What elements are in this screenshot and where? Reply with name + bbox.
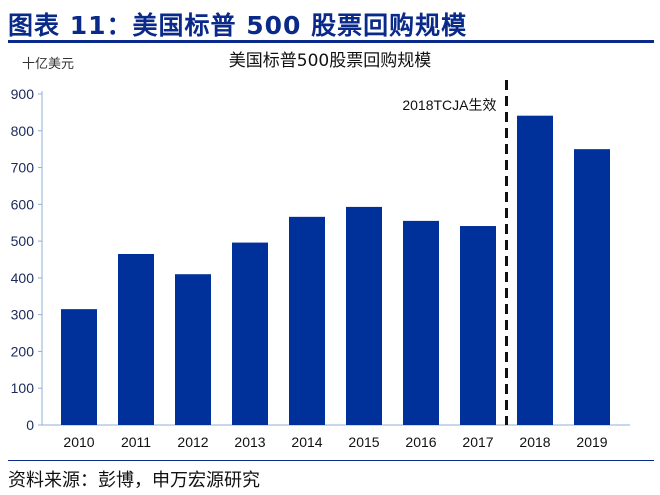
x-tick-label: 2016 (405, 434, 436, 450)
bar-2019 (574, 149, 610, 425)
x-tick-label: 2012 (177, 434, 208, 450)
source-note: 资料来源：彭博，申万宏源研究 (8, 470, 260, 491)
bar-2016 (403, 220, 439, 425)
y-tick-label: 400 (11, 270, 35, 286)
x-tick-label: 2018 (519, 434, 550, 450)
tcja-annotation: 2018TCJA生效 (402, 97, 496, 113)
y-axis-unit: 十亿美元 (22, 57, 75, 72)
bar-2018 (517, 115, 553, 426)
x-tick-label: 2019 (576, 434, 607, 450)
bar-2017 (460, 226, 496, 425)
x-tick-label: 2013 (234, 434, 265, 450)
figure-title: 图表 11：美国标普 500 股票回购规模 (8, 11, 468, 40)
y-tick-label: 300 (11, 307, 35, 323)
chart-title: 美国标普500股票回购规模 (228, 51, 432, 71)
y-tick-label: 200 (11, 343, 35, 359)
x-tick-label: 2017 (462, 434, 493, 450)
x-tick-label: 2015 (348, 434, 379, 450)
y-tick-label: 100 (11, 380, 35, 396)
bar-2015 (346, 206, 382, 425)
bar-2011 (118, 253, 154, 425)
y-tick-label: 800 (11, 123, 35, 139)
bar-2012 (175, 274, 211, 425)
x-tick-label: 2014 (291, 434, 322, 450)
y-tick-label: 900 (11, 86, 35, 102)
bar-2013 (232, 242, 268, 425)
x-tick-label: 2011 (121, 434, 151, 450)
y-tick-label: 700 (11, 160, 35, 176)
bar-2014 (289, 216, 325, 425)
y-tick-label: 0 (26, 417, 34, 433)
y-tick-label: 500 (11, 233, 35, 249)
bar-chart: 0 100 200 300 400 500 600 700 800 900 2010 2011 2012… (11, 80, 630, 450)
footer-rule (8, 460, 654, 461)
bar-2010 (61, 309, 97, 425)
title-rule (8, 40, 654, 43)
x-tick-label: 2010 (63, 434, 94, 450)
y-tick-label: 600 (11, 196, 35, 212)
